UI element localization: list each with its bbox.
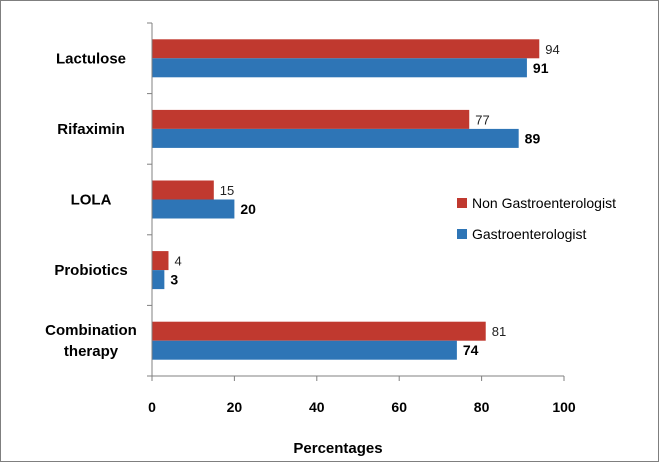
legend-swatch bbox=[457, 198, 467, 208]
x-tick-label: 20 bbox=[227, 399, 243, 415]
data-label-gastroenterologist: 3 bbox=[170, 272, 178, 288]
x-tick-label: 80 bbox=[474, 399, 490, 415]
bar-nongastroenterologist bbox=[152, 321, 486, 341]
x-tick-label: 60 bbox=[391, 399, 407, 415]
data-label-nongastroenterologist: 81 bbox=[492, 324, 506, 339]
bar-gastroenterologist bbox=[152, 270, 165, 290]
category-label: LOLA bbox=[71, 192, 112, 209]
legend-label: Gastroenterologist bbox=[472, 226, 587, 242]
bar-gastroenterologist bbox=[152, 128, 519, 148]
bar-nongastroenterologist bbox=[152, 39, 540, 59]
data-label-gastroenterologist: 91 bbox=[533, 60, 549, 76]
bar-gastroenterologist bbox=[152, 58, 527, 78]
data-label-gastroenterologist: 20 bbox=[240, 201, 256, 217]
category-label: therapy bbox=[64, 343, 119, 360]
data-label-nongastroenterologist: 15 bbox=[220, 183, 234, 198]
data-label-nongastroenterologist: 94 bbox=[545, 42, 559, 57]
data-label-nongastroenterologist: 77 bbox=[475, 112, 489, 127]
x-axis-title: Percentages bbox=[293, 440, 382, 457]
data-label-gastroenterologist: 89 bbox=[525, 130, 541, 146]
category-label: Probiotics bbox=[54, 262, 127, 279]
bar-nongastroenterologist bbox=[152, 180, 214, 200]
legend: Non Gastroenterologist Gastroenterologist bbox=[457, 195, 616, 242]
category-label: Rifaximin bbox=[57, 121, 125, 138]
data-label-gastroenterologist: 74 bbox=[463, 342, 479, 358]
data-label-nongastroenterologist: 4 bbox=[174, 254, 181, 269]
x-tick-label: 100 bbox=[552, 399, 576, 415]
legend-swatch bbox=[457, 229, 467, 239]
legend-label: Non Gastroenterologist bbox=[472, 195, 616, 211]
bar-nongastroenterologist bbox=[152, 109, 470, 129]
bar-gastroenterologist bbox=[152, 199, 235, 219]
bar-nongastroenterologist bbox=[152, 251, 169, 271]
bar-gastroenterologist bbox=[152, 340, 457, 360]
category-label: Combination bbox=[45, 322, 137, 339]
x-tick-label: 0 bbox=[148, 399, 156, 415]
x-tick-label: 40 bbox=[309, 399, 325, 415]
category-label: Lactulose bbox=[56, 50, 126, 67]
